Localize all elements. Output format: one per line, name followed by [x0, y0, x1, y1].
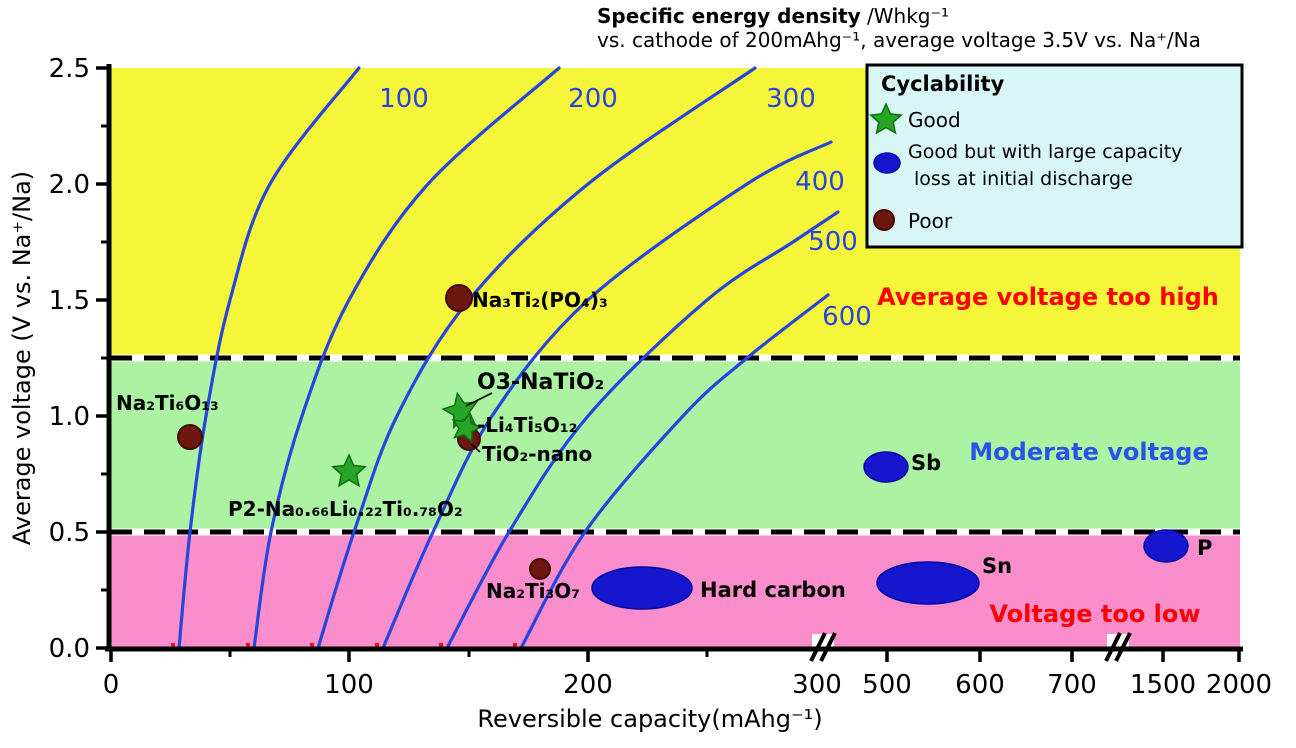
- contour-line-600: [519, 293, 830, 650]
- data-point-label: P: [1197, 536, 1212, 560]
- contour-base-mark: [375, 643, 379, 647]
- contour-base-mark: [171, 643, 175, 647]
- data-point-label: O3-NaTiO₂: [477, 370, 604, 395]
- legend-marker-ellipse: [873, 152, 901, 174]
- y-tick-label: 1.0: [49, 402, 90, 432]
- data-point-label: Sb: [911, 451, 941, 475]
- legend-item-label: Good: [908, 108, 961, 132]
- contour-line-400: [381, 140, 833, 650]
- zone-label: Moderate voltage: [969, 438, 1208, 466]
- data-point-marker: [451, 411, 483, 444]
- legend-item-label: Good but with large capacity: [908, 141, 1182, 163]
- x-tick-label: 2000: [1206, 670, 1272, 700]
- zone-band-1: [111, 358, 1240, 532]
- zone-label: Average voltage too high: [877, 283, 1219, 311]
- contour-line-300: [316, 66, 757, 650]
- leader-line: [465, 392, 493, 407]
- y-tick-label: 2.5: [49, 54, 90, 84]
- x-tick-label: 700: [1047, 670, 1097, 700]
- chart-title-units: /Whkg⁻¹: [861, 4, 949, 28]
- contour-line-500: [445, 210, 840, 650]
- data-point-label: Hard carbon: [700, 578, 846, 602]
- legend-item-label: Poor: [908, 209, 953, 233]
- y-tick-label: 1.5: [49, 286, 90, 316]
- legend-box: [865, 63, 1244, 249]
- contour-label-100: 100: [379, 84, 429, 114]
- data-point-label: Na₂Ti₃O₇: [486, 579, 580, 603]
- data-point-marker: [1143, 529, 1189, 563]
- data-point-label: P2-Na₀.₆₆Li₀.₂₂Ti₀.₇₈O₂: [228, 497, 463, 521]
- contour-label-300: 300: [766, 84, 816, 114]
- data-point-marker: [331, 453, 367, 488]
- legend-title: Cyclability: [881, 72, 1005, 96]
- chart-title-line2: vs. cathode of 200mAhg⁻¹, average voltag…: [597, 28, 1201, 52]
- x-tick-label: 300: [792, 670, 842, 700]
- data-point-label: -Li₄Ti₅O₁₂: [477, 413, 577, 437]
- contour-line-100: [177, 66, 361, 650]
- contour-label-400: 400: [795, 167, 845, 197]
- data-point-marker: [863, 451, 909, 483]
- data-point-label: TiO₂-nano: [482, 442, 592, 466]
- data-point-marker: [591, 566, 693, 610]
- contour-label-200: 200: [568, 84, 618, 114]
- data-point-marker: [876, 561, 980, 605]
- contour-label-500: 500: [808, 227, 858, 257]
- contour-line-200: [252, 66, 561, 650]
- x-tick-label: 100: [324, 670, 374, 700]
- contour-base-mark: [246, 643, 250, 647]
- contour-label-600: 600: [822, 302, 872, 332]
- x-tick-label: 600: [955, 670, 1005, 700]
- chart-title-line1: Specific energy density /Whkg⁻¹: [597, 4, 949, 28]
- legend-marker-circle: [873, 209, 895, 231]
- zone-label: Voltage too low: [989, 600, 1200, 628]
- x-tick-label: 200: [563, 670, 613, 700]
- x-axis-title: Reversible capacity(mAhg⁻¹): [477, 705, 822, 733]
- data-point-label: Na₃Ti₂(PO₄)₃: [472, 288, 608, 312]
- legend-marker-star: [869, 102, 903, 135]
- chart-title-bold: Specific energy density: [597, 4, 861, 28]
- contour-base-mark: [513, 643, 517, 647]
- leader-line: [470, 443, 481, 453]
- contour-base-mark: [439, 643, 443, 647]
- contour-base-mark: [310, 643, 314, 647]
- y-tick-label: 0.0: [49, 634, 90, 664]
- data-point-label: Sn: [982, 554, 1012, 578]
- data-point-marker: [529, 558, 551, 580]
- x-tick-label: 0: [103, 670, 120, 700]
- x-tick-label: 500: [862, 670, 912, 700]
- data-point-marker: [177, 424, 203, 450]
- legend-item-label: loss at initial discharge: [914, 168, 1133, 190]
- y-tick-label: 2.0: [49, 170, 90, 200]
- data-point-label: Na₂Ti₆O₁₃: [116, 391, 219, 415]
- y-axis-title: Average voltage (V vs. Na⁺/Na): [8, 171, 36, 545]
- data-point-marker: [445, 284, 473, 312]
- x-tick-label: 1500: [1130, 670, 1196, 700]
- y-tick-label: 0.5: [49, 518, 90, 548]
